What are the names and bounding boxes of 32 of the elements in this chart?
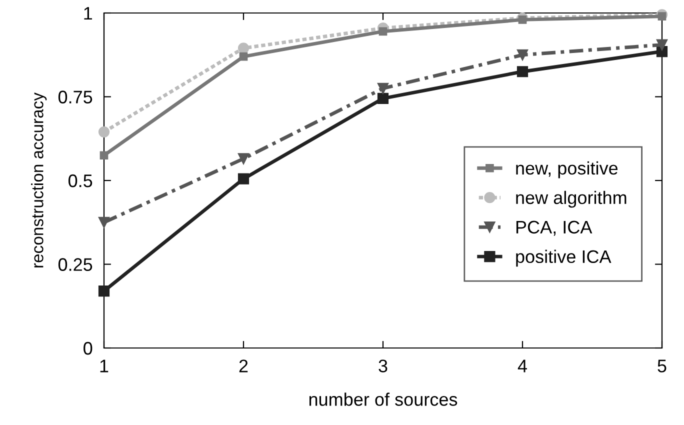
y-tick-label: 0.5: [68, 174, 92, 188]
legend-label: new, positive: [516, 161, 618, 178]
x-axis-title: number of sources: [309, 392, 458, 406]
point: [98, 216, 110, 228]
point: [378, 27, 388, 36]
x-tick-label: 1: [100, 360, 108, 372]
x-tick-label: 3: [378, 360, 388, 372]
point: [238, 42, 250, 54]
point: [98, 126, 110, 138]
point: [377, 92, 389, 104]
y-tick-label: 0.75: [58, 90, 92, 104]
y-tick-label: 0: [84, 342, 92, 355]
point: [656, 39, 668, 50]
legend-label: new algorithm: [516, 190, 626, 208]
point: [238, 173, 250, 184]
point: [658, 12, 666, 21]
legend-label: PCA, ICA: [516, 220, 592, 236]
point: [377, 82, 389, 94]
point: [516, 66, 528, 78]
point: [100, 151, 108, 160]
legend-label: positive ICA: [516, 250, 612, 267]
x-tick-label: 2: [239, 360, 248, 372]
point: [516, 49, 528, 60]
point: [98, 285, 110, 297]
point: [238, 153, 250, 164]
x-tick-label: 4: [518, 360, 527, 372]
y-axis-title: reconstruction accuracy: [31, 92, 47, 268]
y-tick-label: 0.25: [58, 258, 92, 271]
point: [518, 16, 527, 24]
x-tick-label: 5: [658, 360, 666, 372]
point: [239, 52, 248, 61]
y-tick-label: 1: [84, 7, 92, 20]
